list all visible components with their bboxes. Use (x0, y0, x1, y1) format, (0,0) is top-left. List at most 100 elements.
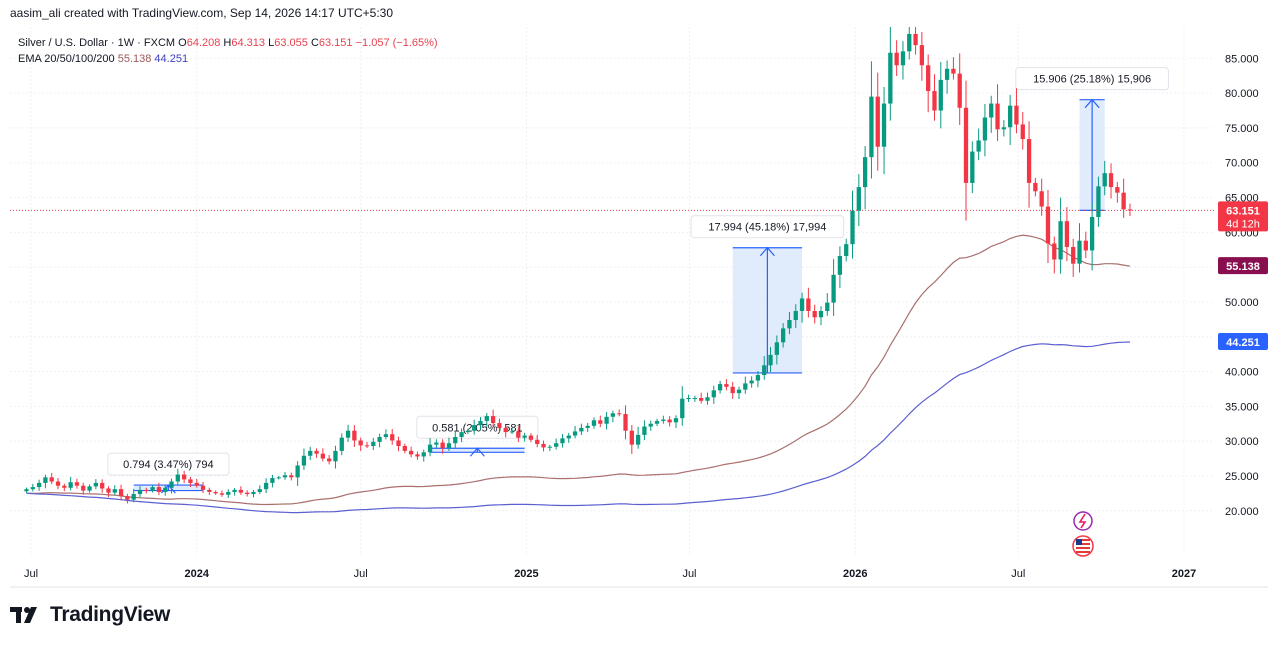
x-tick-label: Jul (682, 568, 696, 580)
ema-lines (26, 234, 1131, 514)
legend-high-value: 64.313 (231, 37, 266, 49)
candle-body (137, 489, 143, 495)
candle-body (837, 256, 843, 275)
y-tick-label: 30.000 (1225, 436, 1259, 448)
candle-body (396, 440, 401, 447)
flag-icon-stripe (1076, 551, 1090, 553)
candle-body (1033, 182, 1038, 192)
candle-body (55, 481, 61, 486)
candle-body (358, 440, 363, 446)
chart-grid (10, 27, 1212, 556)
candle-body (566, 435, 571, 439)
candle-body (509, 431, 515, 433)
candle-body (692, 397, 698, 399)
candle-body (1077, 240, 1082, 264)
candle-body (547, 446, 552, 448)
lightning-icon-bolt (1078, 513, 1087, 529)
candle-body (68, 482, 73, 488)
measure-label: 17.994 (45.18%) 17,994 (708, 222, 826, 234)
candle-body (1064, 221, 1070, 247)
candle-body (390, 434, 395, 441)
candle-body (642, 426, 647, 435)
candle-body (799, 298, 805, 311)
candle-body (1121, 192, 1126, 210)
legend-change-value: −1.057 (−1.65%) (355, 37, 438, 49)
candle-body (188, 479, 193, 483)
candle-body (339, 437, 344, 451)
x-tick-label: Jul (354, 568, 368, 580)
candle-body (1071, 246, 1076, 264)
lightning-event-icon[interactable] (1073, 511, 1093, 531)
tradingview-brand-name: TradingView (50, 603, 171, 626)
candle-body (207, 489, 212, 492)
candle-body (163, 487, 168, 492)
candle-body (717, 384, 723, 391)
candle-body (1096, 186, 1101, 218)
tradingview-logo-icon (10, 607, 37, 623)
measure-tools[interactable]: 0.794 (3.47%) 794 0.581 (2.05%) 581 17.994… (107, 67, 1169, 494)
candle-body (724, 384, 729, 387)
candle-body (270, 478, 275, 483)
candle-body (680, 398, 685, 419)
candle-body (755, 375, 761, 381)
candle-body (970, 151, 975, 183)
measure-tool-3[interactable]: 17.994 (45.18%) 17,994 (690, 215, 845, 374)
candle-body (295, 465, 300, 478)
measure-label-box (107, 452, 230, 476)
candle-body (749, 380, 754, 384)
candle-body (497, 423, 502, 428)
candle-body (62, 485, 67, 488)
price-badge-label: 44.251 (1226, 337, 1260, 349)
candle-body (446, 443, 452, 449)
chart-side-icons[interactable] (1072, 511, 1094, 557)
candle-body (989, 103, 994, 118)
measure-tool-1[interactable]: 0.794 (3.47%) 794 (107, 452, 230, 494)
candle-body (623, 414, 628, 431)
candle-body (238, 489, 244, 493)
legend-symbol[interactable]: Silver / U.S. Dollar · 1W · FXCM (18, 37, 176, 49)
candle-body (415, 454, 420, 457)
candle-body (43, 477, 48, 483)
candle-body (245, 492, 250, 495)
candle-body (1039, 191, 1044, 207)
x-tick-label: 2024 (185, 568, 210, 580)
y-tick-label: 85.000 (1225, 53, 1259, 65)
candle-body (1089, 217, 1095, 251)
candle-body (1008, 105, 1013, 128)
candle-body (648, 423, 653, 427)
candle-body (74, 482, 80, 486)
price-badge-3: 44.251 (1218, 332, 1268, 350)
candle-body (818, 310, 824, 318)
measure-label-box (690, 215, 845, 239)
candle-body (743, 383, 748, 390)
candle-body (1127, 209, 1133, 211)
flag-icon-stripe (1076, 543, 1090, 545)
y-tick-label: 25.000 (1225, 471, 1259, 483)
legend-close-value: 63.151 (318, 37, 353, 49)
candle-body (200, 485, 206, 490)
candle-body (345, 430, 351, 438)
price-badge-bg (1218, 257, 1268, 275)
candle-body (869, 96, 874, 158)
measure-tool-4[interactable]: 15.906 (25.18%) 15,906 (1015, 67, 1169, 212)
candle-body (1020, 124, 1025, 140)
us-flag-event-icon[interactable] (1072, 535, 1094, 557)
candle-body (635, 434, 641, 445)
candle-body (736, 389, 742, 394)
candle-body (591, 420, 597, 426)
legend-ema-label[interactable]: EMA 20/50/100/200 (18, 53, 115, 65)
flag-icon-canton (1076, 539, 1082, 545)
candle-body (1052, 243, 1057, 260)
measure-label: 0.581 (2.05%) 581 (432, 422, 523, 434)
flag-icon-stripe (1076, 539, 1090, 541)
candle-body (251, 491, 256, 495)
measure-label: 0.794 (3.47%) 794 (123, 459, 214, 471)
chart-legend: Silver / U.S. Dollar · 1W · FXCM O64.208… (18, 35, 438, 67)
candle-body (938, 79, 943, 111)
candle-body (768, 354, 773, 366)
candle-body (831, 274, 836, 303)
legend-ohlc-row: Silver / U.S. Dollar · 1W · FXCM O64.208… (18, 35, 438, 51)
candle-body (806, 298, 811, 311)
